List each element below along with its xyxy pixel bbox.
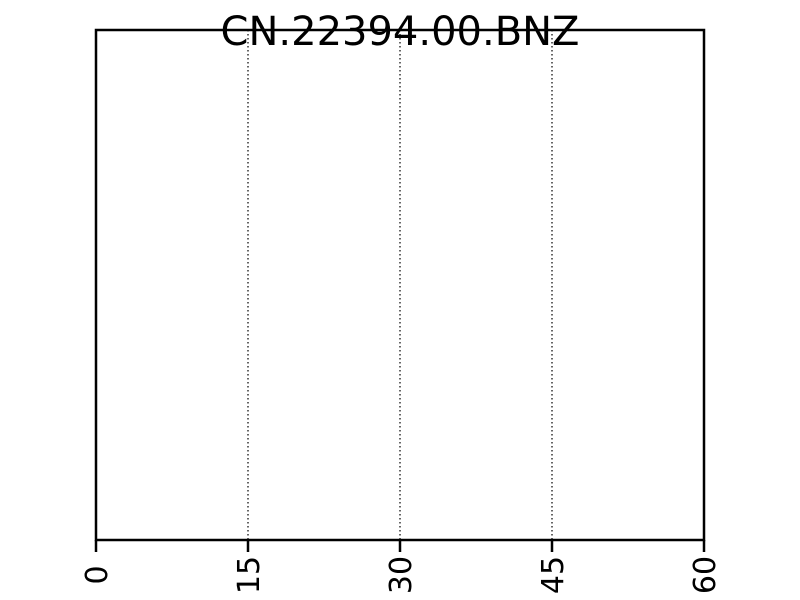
x-tick-label: 15 bbox=[232, 556, 267, 594]
chart-title: CN.22394.00.BNZ bbox=[221, 9, 580, 55]
x-tick-label: 30 bbox=[384, 556, 419, 594]
x-tick-label: 0 bbox=[80, 565, 115, 584]
x-axis: 0 15 30 45 60 bbox=[80, 540, 723, 594]
x-tick-label: 60 bbox=[688, 556, 723, 594]
x-tick-label: 45 bbox=[536, 556, 571, 594]
grid-layer bbox=[247, 30, 553, 540]
